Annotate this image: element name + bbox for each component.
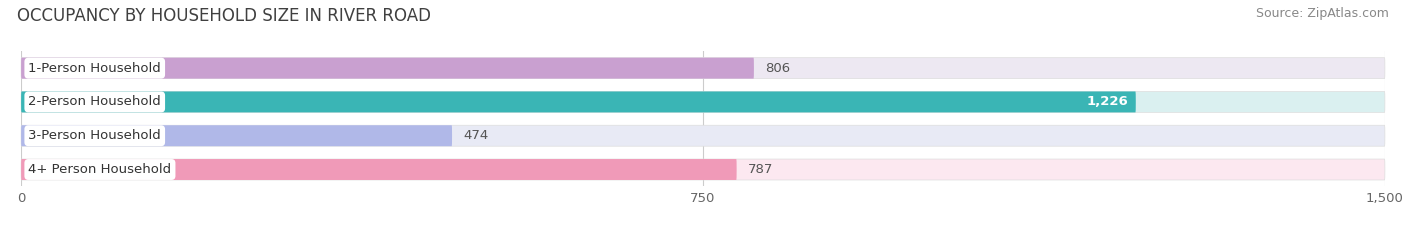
Text: 474: 474 (463, 129, 488, 142)
Text: Source: ZipAtlas.com: Source: ZipAtlas.com (1256, 7, 1389, 20)
FancyBboxPatch shape (21, 125, 1385, 146)
Text: 806: 806 (765, 62, 790, 75)
FancyBboxPatch shape (21, 125, 453, 146)
FancyBboxPatch shape (21, 92, 1385, 112)
Text: 4+ Person Household: 4+ Person Household (28, 163, 172, 176)
Text: 1-Person Household: 1-Person Household (28, 62, 162, 75)
FancyBboxPatch shape (21, 92, 1136, 112)
Text: 3-Person Household: 3-Person Household (28, 129, 162, 142)
FancyBboxPatch shape (21, 58, 754, 79)
Text: 1,226: 1,226 (1087, 96, 1129, 108)
Text: 2-Person Household: 2-Person Household (28, 96, 162, 108)
FancyBboxPatch shape (21, 159, 737, 180)
FancyBboxPatch shape (21, 58, 1385, 79)
Text: OCCUPANCY BY HOUSEHOLD SIZE IN RIVER ROAD: OCCUPANCY BY HOUSEHOLD SIZE IN RIVER ROA… (17, 7, 430, 25)
FancyBboxPatch shape (21, 159, 1385, 180)
Text: 787: 787 (748, 163, 773, 176)
